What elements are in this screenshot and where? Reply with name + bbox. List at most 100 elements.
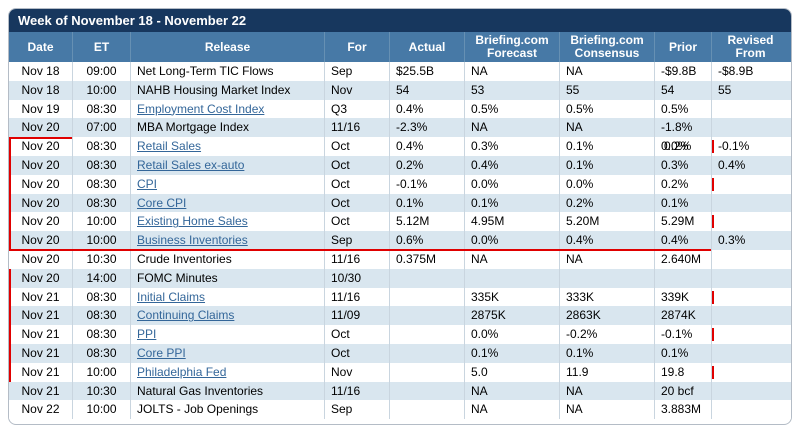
cell-prior: -$9.8B	[654, 62, 711, 81]
prior-value: 0.5%	[661, 101, 689, 116]
cell-forp: Oct	[324, 137, 389, 156]
cell-forecast: NA	[464, 381, 559, 401]
table-row: Nov 20 14:00 FOMC Minutes 10/30	[9, 268, 791, 288]
cell-forecast: 335K	[464, 287, 559, 307]
prior-value: 0.1%	[661, 345, 689, 360]
release-link[interactable]: PPI	[137, 327, 157, 342]
cell-forecast: 0.5%	[464, 99, 559, 119]
cell-forp: Sep	[324, 400, 389, 420]
cell-forp: 10/30	[324, 268, 389, 288]
cell-forp: Oct	[324, 193, 389, 213]
cell-et: 08:30	[72, 155, 130, 175]
cell-revised: -$8.9B	[711, 62, 789, 81]
cell-release: Core PPI	[130, 343, 324, 363]
prior-value: 2874K	[661, 308, 696, 323]
cell-prior: 0.4%	[654, 231, 711, 250]
release-link[interactable]: Business Inventories	[137, 233, 248, 248]
table-row: Nov 20 10:00 Existing Home Sales Oct 5.12M 4.…	[9, 212, 791, 232]
cell-forp: Nov	[324, 362, 389, 382]
cell-actual	[389, 381, 464, 401]
cell-forp: Nov	[324, 80, 389, 100]
cell-revised: -0.1%	[711, 137, 789, 156]
cell-consensus: 0.1%	[559, 137, 654, 156]
release-link[interactable]: Retail Sales	[137, 139, 202, 154]
cell-revised	[711, 325, 789, 344]
release-link[interactable]: Retail Sales ex-auto	[137, 157, 245, 172]
column-header-et: ET	[72, 32, 130, 62]
cell-et: 08:30	[72, 325, 130, 344]
cell-et: 10:30	[72, 381, 130, 401]
cell-revised	[711, 212, 789, 232]
cell-date: Nov 20	[21, 120, 60, 135]
cell-prior: -0.1%	[654, 325, 711, 344]
table-row: Nov 18 09:00 Net Long-Term TIC Flows Sep $25…	[9, 62, 791, 81]
cell-forp: 11/09	[324, 306, 389, 326]
prior-value: 5.29M	[661, 214, 695, 229]
cell-prior: 2874K	[654, 306, 711, 326]
cell-release: Net Long-Term TIC Flows	[130, 62, 324, 81]
cell-consensus: 0.1%	[559, 343, 654, 363]
cell-date: Nov 20	[21, 176, 60, 191]
table-row: Nov 20 08:30 CPI Oct -0.1% 0.0% 0.0% 0.2%	[9, 174, 791, 194]
cell-forp: 11/16	[324, 381, 389, 401]
cell-date: Nov 20	[21, 139, 60, 154]
release-link[interactable]: Philadelphia Fed	[137, 364, 227, 379]
prior-value: 339K	[661, 289, 690, 304]
release-link[interactable]: CPI	[137, 176, 158, 191]
cell-actual: 0.4%	[389, 99, 464, 119]
cell-revised	[711, 287, 789, 307]
cell-date: Nov 21	[21, 364, 60, 379]
release-link[interactable]: Initial Claims	[137, 289, 206, 304]
column-header-release: Release	[130, 32, 324, 62]
cell-forp: 11/16	[324, 287, 389, 307]
release-link[interactable]: Continuing Claims	[137, 308, 235, 323]
cell-release: Existing Home Sales	[130, 212, 324, 232]
cell-et: 10:00	[72, 400, 130, 420]
cell-release: Business Inventories	[130, 231, 324, 250]
cell-actual: 5.12M	[389, 212, 464, 232]
table-row: Nov 22 10:00 JOLTS - Job Openings Sep NA NA 3.…	[9, 400, 791, 420]
cell-actual: 54	[389, 80, 464, 100]
release-link[interactable]: Employment Cost Index	[137, 101, 265, 116]
cell-release: PPI	[130, 325, 324, 344]
cell-forecast: 0.1%	[464, 193, 559, 213]
prior-value: -1.8%	[661, 120, 693, 135]
cell-date: Nov 22	[21, 402, 60, 417]
cell-revised	[711, 343, 789, 363]
cell-consensus: NA	[559, 400, 654, 420]
release-link[interactable]: Core CPI	[137, 195, 187, 210]
cell-forecast: 2875K	[464, 306, 559, 326]
revised-value: -$8.9B	[718, 64, 754, 78]
cell-prior	[654, 268, 711, 288]
cell-consensus: 11.9	[559, 362, 654, 382]
cell-prior: 0.1%	[654, 193, 711, 213]
cell-date: Nov 20	[21, 251, 60, 266]
cell-et: 08:30	[72, 287, 130, 307]
table-row: Nov 20 08:30 Core CPI Oct 0.1% 0.1% 0.2% 0.1%	[9, 193, 791, 213]
cell-consensus: -0.2%	[559, 325, 654, 344]
revision-red-tick	[712, 177, 714, 191]
cell-et: 10:30	[72, 249, 130, 269]
table-row: Nov 20 08:30 Retail Sales ex-auto Oct 0.2% 0.…	[9, 155, 791, 175]
cell-revised	[711, 381, 789, 401]
cell-et: 10:00	[72, 212, 130, 232]
prior-overlapping-value: 0.2%	[664, 139, 692, 154]
column-header-consensus: Briefing.com Consensus	[559, 32, 654, 62]
cell-release: MBA Mortgage Index	[130, 118, 324, 138]
cell-actual: 0.6%	[389, 231, 464, 250]
cell-prior: 339K	[654, 287, 711, 307]
release-link[interactable]: Existing Home Sales	[137, 214, 248, 229]
cell-actual	[389, 362, 464, 382]
cell-release: Retail Sales	[130, 137, 324, 156]
revision-red-tick	[712, 290, 714, 304]
cell-release: Natural Gas Inventories	[130, 381, 324, 401]
cell-prior: 20 bcf	[654, 381, 711, 401]
release-link[interactable]: Core PPI	[137, 345, 186, 360]
cell-release: Continuing Claims	[130, 306, 324, 326]
cell-release: CPI	[130, 174, 324, 194]
cell-forp: Oct	[324, 343, 389, 363]
cell-actual: 0.2%	[389, 155, 464, 175]
cell-release: Core CPI	[130, 193, 324, 213]
cell-et: 10:00	[72, 80, 130, 100]
